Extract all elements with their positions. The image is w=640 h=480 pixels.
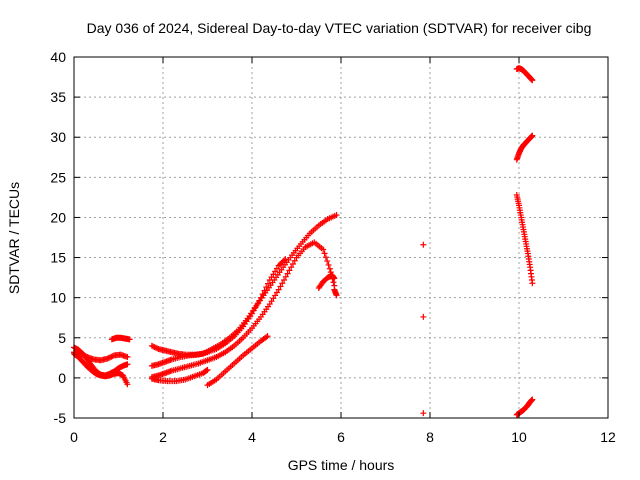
data-point — [420, 410, 427, 417]
data-point — [324, 258, 331, 265]
grid-lines — [74, 57, 608, 418]
data-point — [529, 280, 536, 287]
data-point — [259, 291, 266, 298]
data-point — [281, 277, 288, 284]
data-marks — [71, 65, 536, 418]
data-point — [249, 310, 255, 317]
data-point — [282, 273, 289, 280]
data-point — [277, 283, 284, 290]
series-arc-13 — [513, 65, 536, 84]
data-point — [263, 284, 270, 291]
data-point — [204, 366, 211, 373]
data-point — [289, 260, 296, 267]
data-point — [256, 297, 263, 304]
y-tick-label: 5 — [58, 330, 66, 346]
data-point — [529, 77, 536, 84]
series-arc-8 — [148, 366, 211, 385]
x-axis-ticks: 0 2 4 6 8 10 12 — [70, 57, 616, 445]
data-point — [279, 280, 286, 287]
series-arc-16 — [513, 396, 536, 418]
data-point — [420, 313, 427, 320]
data-point — [108, 353, 115, 360]
data-point — [320, 246, 327, 253]
data-point — [252, 304, 259, 311]
series-arc-10 — [315, 272, 338, 292]
data-point — [286, 267, 293, 274]
series-arc-3 — [71, 349, 131, 364]
data-point — [263, 334, 270, 341]
y-axis-label: SDTVAR / TECUs — [6, 182, 22, 294]
data-point — [264, 333, 271, 340]
data-point — [257, 294, 264, 301]
y-tick-label: 40 — [50, 49, 66, 65]
y-tick-label: 20 — [50, 209, 66, 225]
data-point — [152, 344, 159, 351]
data-point — [326, 265, 333, 272]
y-tick-label: 10 — [50, 290, 66, 306]
data-point — [322, 254, 329, 261]
data-point — [275, 286, 282, 293]
x-tick-label: 8 — [426, 429, 434, 445]
data-point — [148, 342, 155, 349]
data-point — [321, 250, 328, 257]
data-point — [203, 367, 210, 374]
data-point — [124, 361, 131, 368]
data-point — [529, 396, 536, 403]
chart-title: Day 036 of 2024, Sidereal Day-to-day VTE… — [87, 20, 592, 36]
x-tick-label: 0 — [70, 429, 78, 445]
data-point — [124, 354, 131, 361]
data-point — [325, 261, 332, 268]
data-point — [150, 343, 157, 350]
data-point — [124, 381, 131, 388]
series-arc-11 — [331, 286, 340, 299]
series-arc-4 — [108, 334, 133, 343]
data-point — [265, 280, 272, 287]
x-tick-label: 2 — [159, 429, 167, 445]
data-point — [288, 264, 295, 271]
data-point — [109, 353, 116, 360]
data-point — [79, 351, 86, 358]
data-point — [420, 241, 427, 248]
data-point — [261, 287, 268, 294]
y-axis-ticks: -5 0 5 10 15 20 25 30 35 40 — [50, 49, 608, 426]
data-point — [333, 292, 340, 299]
data-point — [529, 132, 536, 139]
data-point — [281, 257, 288, 264]
data-point — [151, 344, 158, 351]
series-arc-12 — [420, 241, 427, 417]
data-point — [254, 301, 261, 308]
series-arc-14 — [513, 132, 536, 163]
data-point — [333, 212, 340, 219]
series-arc-9 — [204, 333, 271, 389]
series-arc-15 — [513, 191, 536, 287]
data-point — [77, 350, 84, 357]
data-point — [284, 270, 291, 277]
data-point — [126, 336, 133, 343]
y-tick-label: -5 — [54, 410, 67, 426]
x-tick-label: 10 — [511, 429, 527, 445]
data-point — [282, 256, 289, 263]
y-tick-label: 25 — [50, 169, 66, 185]
y-tick-label: 0 — [58, 370, 66, 386]
data-point — [107, 354, 114, 361]
x-tick-label: 6 — [337, 429, 345, 445]
y-tick-label: 15 — [50, 250, 66, 266]
y-tick-label: 30 — [50, 129, 66, 145]
data-point — [154, 345, 161, 352]
data-point — [80, 352, 87, 359]
data-point — [291, 257, 298, 264]
data-point — [105, 354, 112, 361]
x-tick-label: 12 — [600, 429, 616, 445]
data-point — [331, 275, 338, 282]
data-point — [104, 355, 111, 362]
y-tick-label: 35 — [50, 89, 66, 105]
x-tick-label: 4 — [248, 429, 256, 445]
data-point — [83, 353, 90, 360]
x-axis-label: GPS time / hours — [288, 457, 395, 473]
data-point — [250, 307, 257, 314]
series-arc-6 — [148, 256, 289, 369]
data-point — [81, 352, 88, 359]
